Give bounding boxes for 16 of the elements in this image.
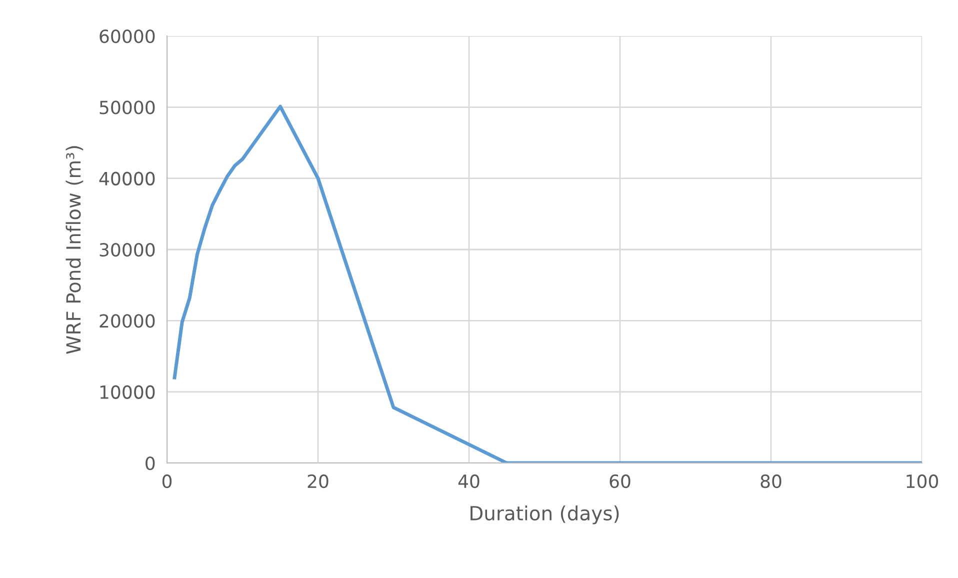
y-tick-label: 10000 <box>100 385 155 399</box>
y-tick-label: 20000 <box>100 314 155 328</box>
x-tick-label: 40 <box>458 474 480 488</box>
x-tick-label: 100 <box>906 474 938 488</box>
x-tick-label: 0 <box>162 474 172 488</box>
y-tick-label: 40000 <box>99 172 155 186</box>
x-tick-label: 80 <box>760 474 782 488</box>
x-tick-label: 20 <box>308 474 328 488</box>
x-axis-title: Duration (days) <box>470 505 619 524</box>
y-tick-label: 50000 <box>100 100 155 114</box>
line-series <box>172 104 922 463</box>
y-tick-label: 30000 <box>100 242 155 257</box>
y-axis-title: WRF Pond Inflow (m³) <box>66 146 84 354</box>
x-tick-label: 60 <box>610 474 630 488</box>
y-tick-label: 60000 <box>100 29 155 44</box>
y-tick-label: 0 <box>146 456 155 470</box>
